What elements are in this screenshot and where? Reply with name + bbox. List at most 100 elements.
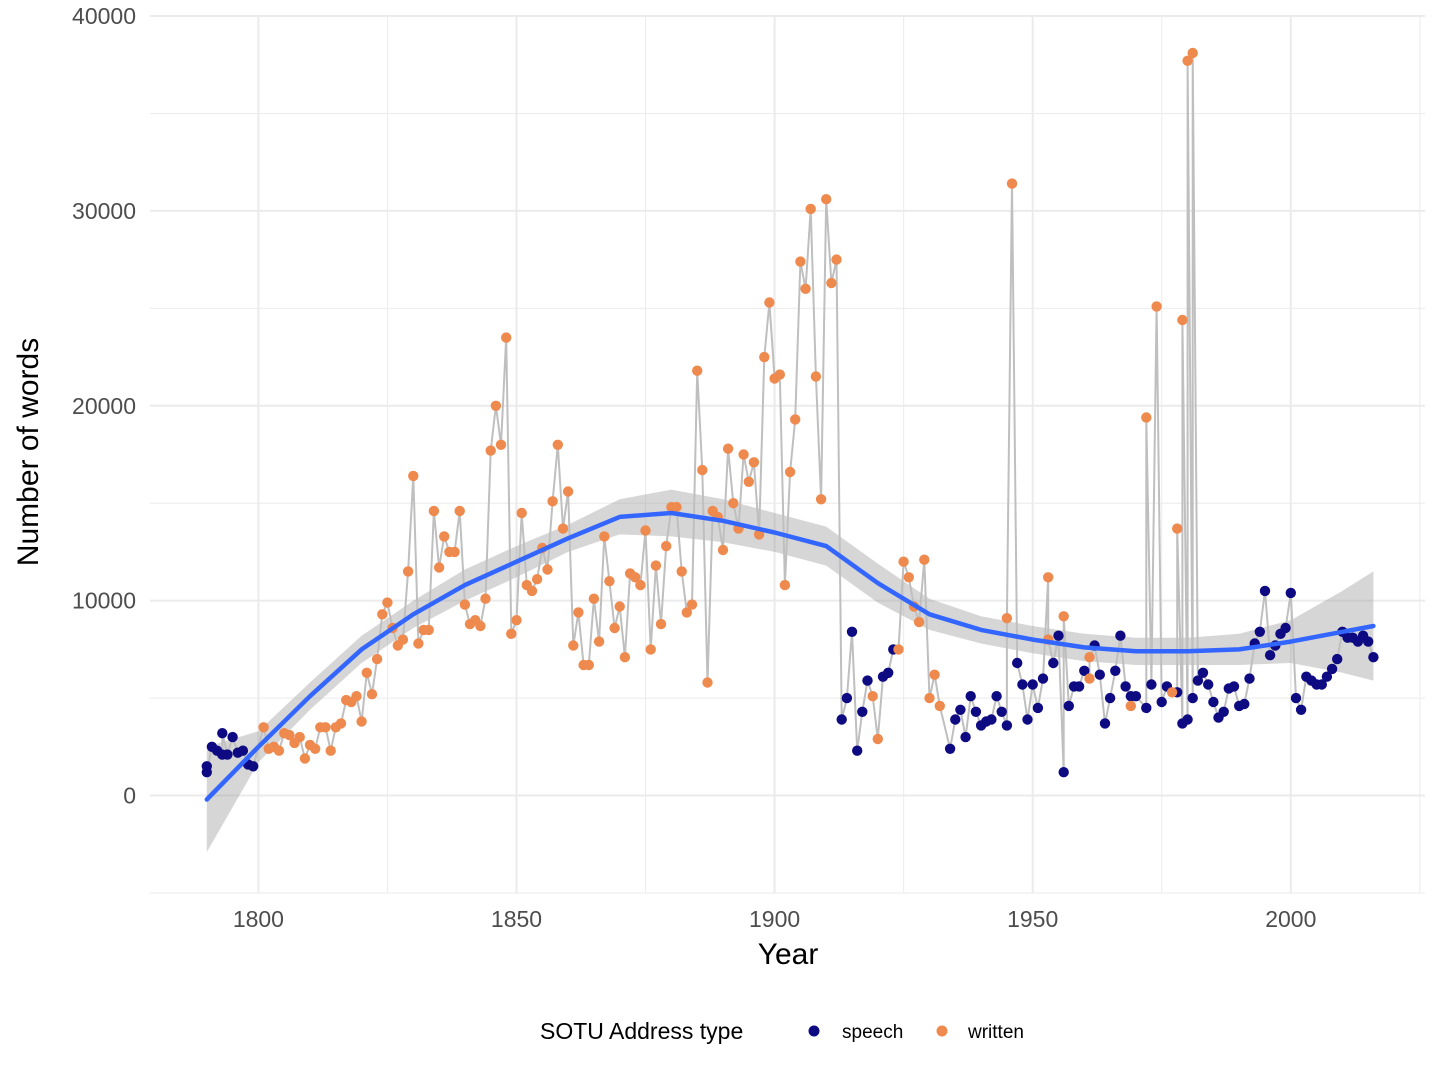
data-point-written: [728, 498, 739, 509]
data-point-written: [428, 505, 440, 517]
data-point-written: [893, 644, 904, 655]
legend-title: SOTU Address type: [540, 1018, 743, 1044]
data-point-written: [475, 620, 486, 632]
data-point-speech: [965, 691, 976, 702]
data-point-speech: [1244, 673, 1255, 684]
data-point-speech: [991, 691, 1002, 702]
data-point-speech: [950, 714, 961, 725]
data-point-speech: [201, 767, 212, 778]
data-point-written: [1043, 572, 1054, 583]
data-point-written: [459, 599, 471, 610]
data-point-speech: [1073, 681, 1085, 692]
data-point-speech: [986, 714, 997, 725]
data-point-written: [361, 667, 372, 678]
x-axis-title: Year: [758, 938, 819, 971]
data-point-written: [573, 607, 584, 618]
data-point-speech: [836, 714, 847, 725]
connecting-line: [205, 52, 1375, 774]
y-axis-title: Number of words: [12, 338, 45, 566]
x-tick-label: 1900: [749, 906, 800, 932]
data-point-speech: [1156, 696, 1167, 708]
x-tick-label: 1950: [1007, 906, 1058, 932]
data-point-speech: [222, 749, 233, 760]
data-point-written: [774, 369, 785, 380]
data-point-written: [692, 365, 703, 376]
x-tick-label: 1800: [233, 906, 284, 932]
data-point-speech: [1290, 692, 1302, 704]
y-tick-label: 40000: [72, 3, 136, 29]
data-point-written: [929, 669, 940, 680]
data-point-written: [506, 628, 517, 639]
data-point-speech: [1285, 587, 1297, 599]
data-point-speech: [1079, 665, 1090, 676]
data-point-speech: [1368, 652, 1379, 663]
data-point-speech: [862, 675, 873, 686]
data-point-written: [722, 443, 734, 454]
data-point-written: [1058, 611, 1069, 622]
data-point-speech: [1363, 636, 1374, 647]
data-point-speech: [1001, 720, 1013, 731]
data-point-written: [717, 544, 729, 556]
data-point-written: [402, 566, 414, 577]
data-point-written: [335, 718, 347, 729]
data-point-written: [872, 733, 883, 745]
data-point-written: [815, 494, 827, 505]
grid-layer: [150, 15, 1425, 894]
y-tick-label: 10000: [72, 588, 136, 614]
data-point-speech: [1332, 653, 1343, 665]
legend-label-written: written: [967, 1022, 1024, 1043]
data-point-written: [795, 256, 806, 267]
legend-key-speech: [808, 1025, 820, 1037]
data-point-speech: [1063, 700, 1075, 712]
y-tick-label: 30000: [72, 198, 136, 224]
data-point-written: [413, 638, 424, 649]
data-point-written: [831, 254, 842, 265]
data-point-written: [934, 700, 945, 712]
data-point-written: [495, 439, 507, 450]
data-point-speech: [1032, 702, 1044, 714]
data-point-speech: [248, 761, 259, 772]
data-point-written: [671, 501, 682, 513]
data-point-written: [1166, 687, 1178, 698]
data-point-written: [547, 496, 558, 507]
data-point-written: [821, 194, 832, 205]
data-point-written: [583, 659, 594, 671]
data-point-speech: [1264, 650, 1276, 661]
data-point-written: [697, 464, 708, 476]
data-point-written: [485, 445, 496, 456]
data-point-written: [903, 572, 914, 583]
data-point-speech: [846, 626, 858, 637]
data-point-speech: [1012, 657, 1023, 669]
data-point-written: [299, 753, 311, 764]
data-point-speech: [1146, 679, 1157, 690]
smooth-line-layer: [204, 510, 1376, 802]
data-point-speech: [1027, 679, 1038, 690]
data-point-written: [294, 731, 305, 743]
data-point-written: [1006, 178, 1018, 189]
data-point-written: [919, 554, 930, 565]
data-point-speech: [944, 743, 956, 754]
data-point-written: [562, 486, 574, 497]
data-point-written: [258, 722, 269, 733]
data-point-written: [898, 556, 909, 567]
data-point-written: [661, 540, 672, 552]
data-point-written: [490, 400, 502, 411]
data-point-written: [377, 609, 388, 620]
data-point-written: [655, 618, 667, 630]
data-point-speech: [1110, 665, 1121, 676]
data-point-written: [1172, 523, 1183, 534]
data-point-written: [568, 640, 579, 651]
data-point-written: [557, 523, 569, 534]
data-point-written: [867, 691, 878, 702]
data-point-speech: [1239, 698, 1250, 710]
data-point-written: [748, 457, 760, 468]
data-point-written: [738, 449, 749, 460]
data-point-written: [449, 546, 460, 558]
x-tick-label: 1850: [491, 906, 542, 932]
data-point-speech: [1208, 696, 1219, 708]
data-point-written: [924, 692, 935, 704]
data-point-speech: [227, 731, 238, 743]
data-point-written: [609, 622, 620, 634]
data-point-written: [784, 466, 796, 478]
data-point-written: [325, 745, 336, 756]
